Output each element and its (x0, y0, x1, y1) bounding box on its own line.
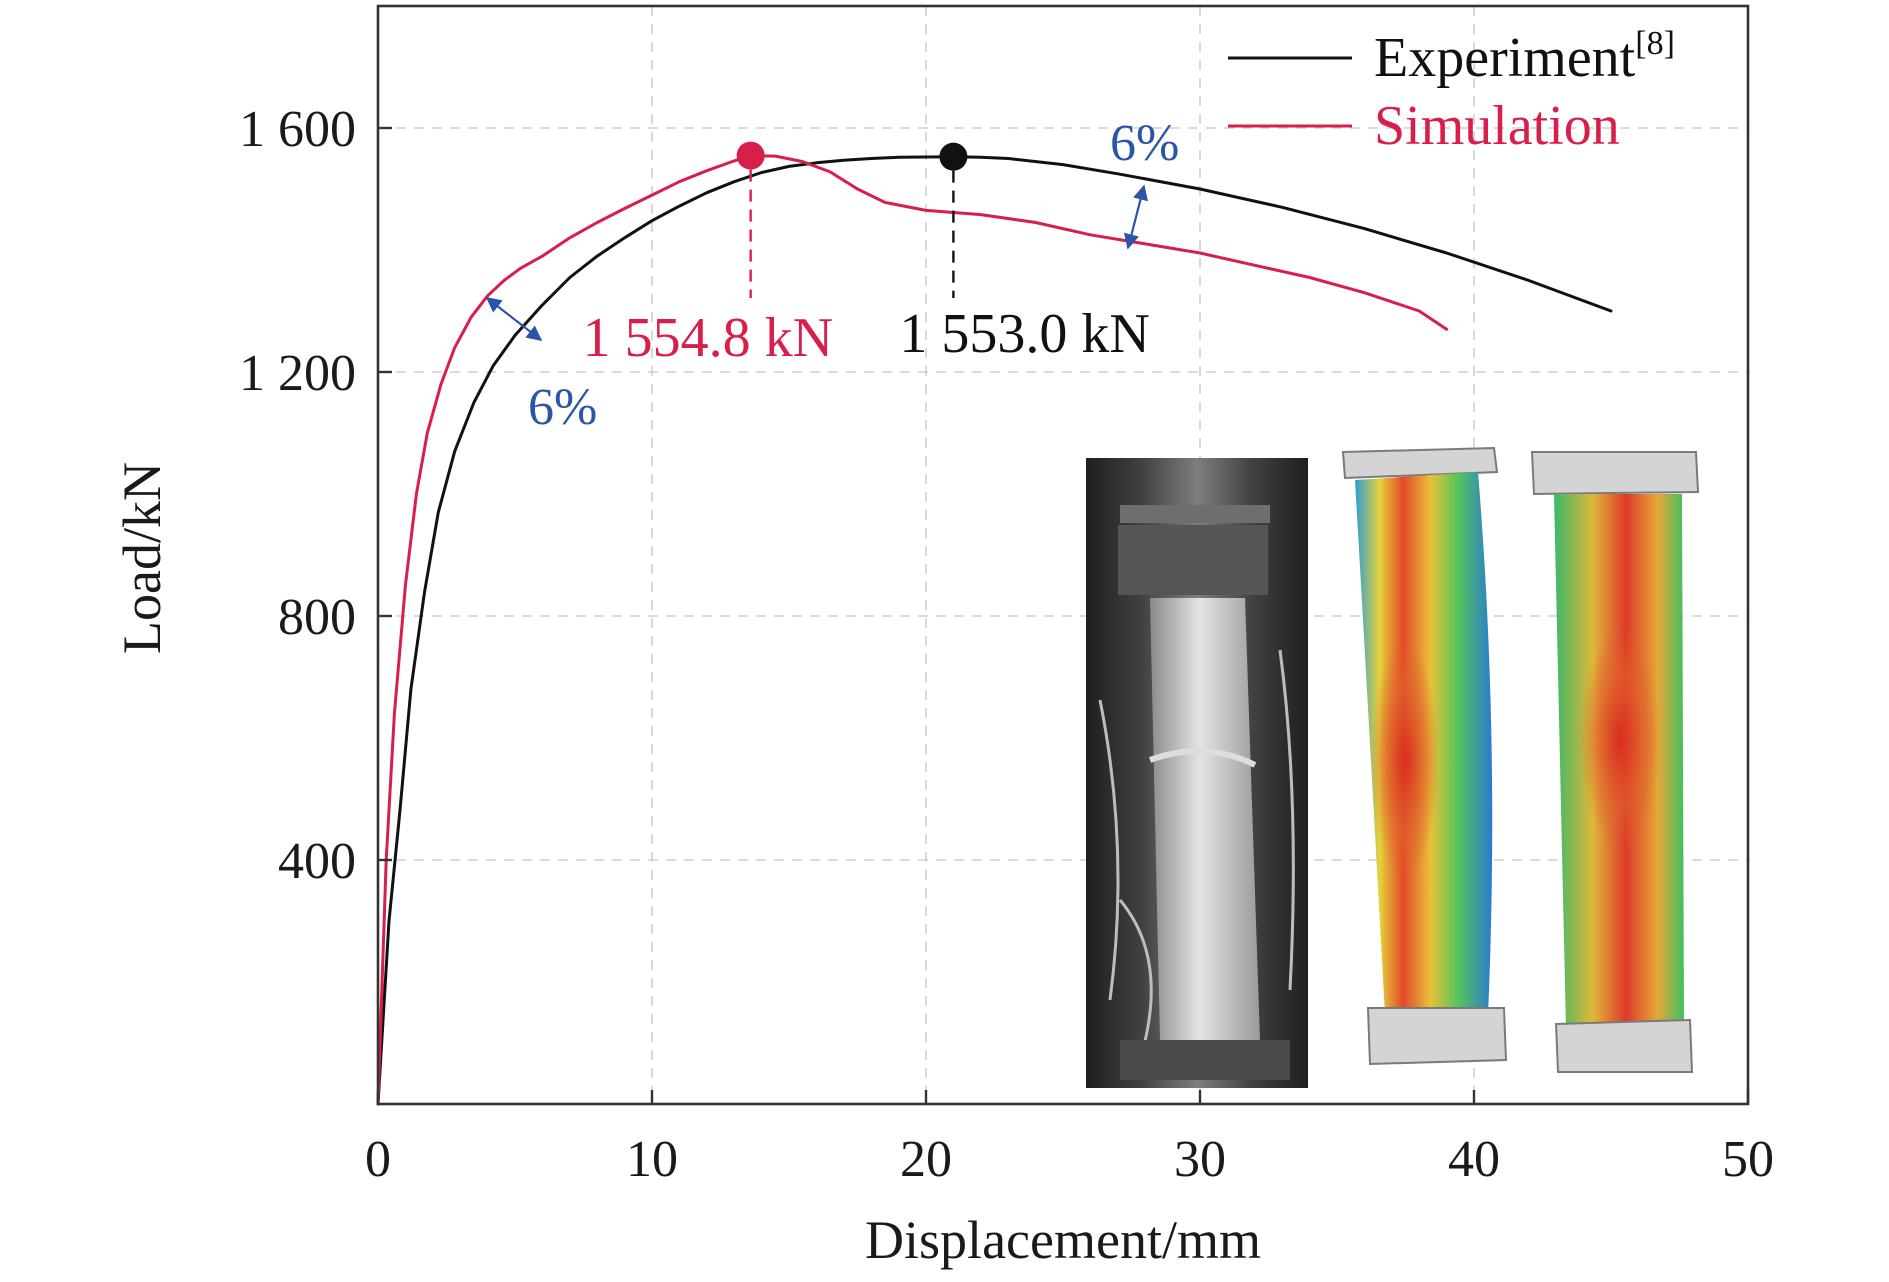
pct-arrow-1 (485, 297, 543, 341)
peak-label-simulation: 1 554.8 kN (583, 307, 833, 369)
legend-label-simulation: Simulation (1374, 95, 1620, 157)
x-tick-label-1: 10 (626, 1131, 678, 1188)
legend: Experiment[8] Simulation (1228, 25, 1675, 157)
y-tick-label-3: 1 600 (239, 101, 356, 158)
ticks-layer: 0 10 20 30 40 50 400 800 1 200 1 600 (239, 101, 1774, 1188)
y-tick-label-1: 800 (278, 589, 356, 646)
y-axis-title: Load/kN (112, 462, 172, 654)
pct-label-1: 6% (528, 379, 597, 436)
pct-label-2: 6% (1110, 115, 1179, 172)
plot-frame (376, 4, 1750, 1106)
legend-superscript-experiment: [8] (1635, 25, 1675, 62)
peak-marker-experiment (939, 142, 968, 171)
peak-layer: 1 554.8 kN 1 553.0 kN (583, 141, 1150, 369)
x-tick-label-0: 0 (365, 1131, 391, 1188)
peak-label-experiment: 1 553.0 kN (899, 303, 1149, 365)
experiment-photo (1086, 458, 1308, 1088)
series-line-experiment (376, 155, 1613, 1106)
y-tick-label-2: 1 200 (239, 345, 356, 402)
peak-marker-simulation (736, 141, 765, 170)
fea-model-1 (1341, 446, 1508, 1066)
x-axis-title: Displacement/mm (865, 1210, 1261, 1270)
x-tick-label-2: 20 (900, 1131, 952, 1188)
x-tick-label-3: 30 (1174, 1131, 1226, 1188)
percentage-annotations: 6% 6% (485, 115, 1179, 436)
legend-label-experiment: Experiment[8] (1374, 25, 1675, 89)
x-tick-label-4: 40 (1448, 1131, 1500, 1188)
fea-model-2 (1530, 451, 1700, 1073)
grid-layer (378, 6, 1748, 1104)
y-tick-label-0: 400 (278, 833, 356, 890)
pct-arrow-2 (1124, 184, 1148, 250)
x-tick-label-5: 50 (1722, 1131, 1774, 1188)
inset-images (1086, 446, 1700, 1088)
